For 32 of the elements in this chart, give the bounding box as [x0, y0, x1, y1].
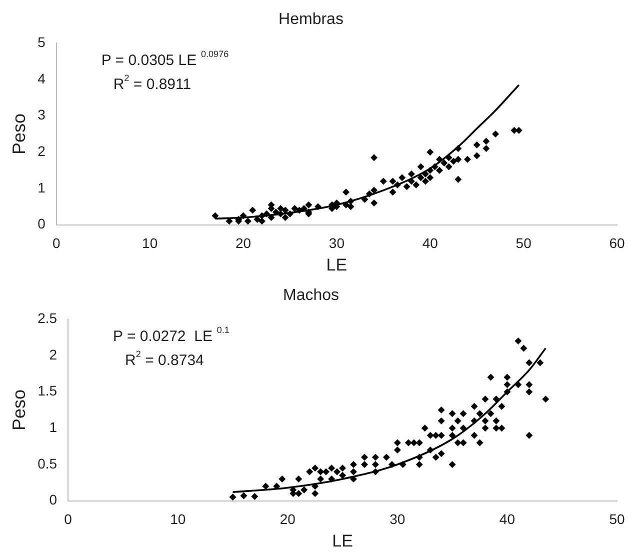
x-tick-label: 40: [422, 235, 438, 252]
y-tick-label: 5: [38, 34, 46, 50]
y-tick-label: 1: [38, 179, 46, 196]
x-tick-label: 20: [235, 235, 252, 252]
annotation: P = 0.0305 LE 0.0976: [101, 49, 229, 70]
chart-title: Hembras: [278, 11, 344, 28]
y-tick-label: 2: [38, 143, 46, 160]
x-tick-label: 60: [609, 235, 625, 252]
x-axis-title: LE: [326, 255, 348, 274]
x-tick-label: 10: [142, 235, 158, 252]
x-tick-label: 50: [609, 511, 625, 528]
x-tick-label: 0: [64, 511, 72, 528]
y-tick-label: 0.5: [38, 455, 58, 472]
x-tick-label: 20: [280, 511, 296, 528]
x-tick-label: 50: [516, 235, 532, 252]
y-tick-label: 2.5: [38, 310, 58, 326]
y-tick-label: 0: [38, 216, 46, 232]
x-tick-label: 30: [328, 235, 345, 252]
y-tick-label: 3: [38, 106, 46, 123]
y-tick-label: 2: [49, 346, 58, 362]
y-tick-label: 1: [49, 419, 58, 436]
y-tick-label: 0: [49, 492, 58, 508]
chart-title: Machos: [282, 287, 340, 304]
y-tick-label: 1.5: [38, 382, 58, 399]
y-tick-label: 4: [38, 70, 46, 86]
annotation: P = 0.0272 LE 0.1: [113, 325, 230, 346]
x-tick-label: 30: [390, 511, 406, 528]
x-tick-label: 40: [499, 511, 516, 528]
x-tick-label: 10: [170, 511, 186, 528]
y-axis-title: Peso: [8, 113, 29, 155]
x-axis-title: LE: [332, 531, 353, 550]
y-axis-title: Peso: [8, 389, 29, 431]
